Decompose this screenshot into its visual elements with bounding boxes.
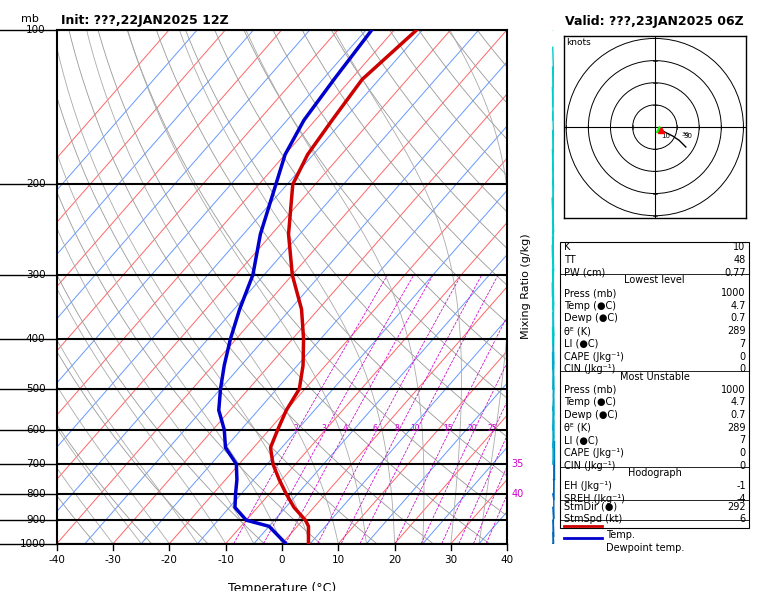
- Text: Press (mb): Press (mb): [564, 288, 616, 298]
- Text: 20: 20: [388, 555, 401, 565]
- Text: 20: 20: [468, 424, 478, 433]
- Text: Hodograph: Hodograph: [628, 469, 682, 479]
- Text: 48: 48: [734, 255, 746, 265]
- Text: Temp.: Temp.: [606, 530, 634, 540]
- Text: 4.7: 4.7: [731, 301, 746, 311]
- Text: 292: 292: [727, 502, 746, 512]
- Text: SREH (Jkg⁻¹): SREH (Jkg⁻¹): [564, 494, 625, 504]
- Text: 289: 289: [727, 423, 746, 433]
- Text: 7: 7: [740, 339, 746, 349]
- Text: 400: 400: [26, 334, 45, 344]
- Text: 6: 6: [740, 514, 746, 524]
- Text: -4: -4: [736, 494, 746, 504]
- Text: 2: 2: [293, 424, 298, 433]
- Text: 10: 10: [332, 555, 345, 565]
- Text: 600: 600: [26, 425, 45, 434]
- Text: Lowest level: Lowest level: [625, 275, 685, 285]
- Text: 30: 30: [684, 132, 693, 139]
- Text: TT: TT: [564, 255, 575, 265]
- Text: 0.7: 0.7: [731, 410, 746, 420]
- Text: 1000: 1000: [721, 288, 746, 298]
- Text: Mixing Ratio (g/kg): Mixing Ratio (g/kg): [521, 234, 531, 339]
- Text: 1000: 1000: [20, 539, 45, 548]
- Text: 0: 0: [740, 352, 746, 362]
- Text: K: K: [564, 242, 570, 252]
- Text: Dewpoint temp.: Dewpoint temp.: [606, 543, 684, 553]
- Text: PW (cm): PW (cm): [564, 268, 605, 278]
- Text: 100: 100: [26, 25, 45, 34]
- Text: -30: -30: [104, 555, 122, 565]
- Text: CIN (Jkg⁻¹): CIN (Jkg⁻¹): [564, 364, 615, 374]
- Text: 15: 15: [444, 424, 453, 433]
- Text: StmSpd (kt): StmSpd (kt): [564, 514, 622, 524]
- Text: CAPE (Jkg⁻¹): CAPE (Jkg⁻¹): [564, 352, 624, 362]
- Text: θᴱ (K): θᴱ (K): [564, 326, 591, 336]
- Text: -40: -40: [48, 555, 65, 565]
- Text: 40: 40: [500, 555, 514, 565]
- Text: 0: 0: [740, 461, 746, 471]
- Text: Init: ???,22JAN2025 12Z: Init: ???,22JAN2025 12Z: [61, 14, 229, 27]
- Text: 200: 200: [26, 179, 45, 189]
- Text: 0: 0: [740, 448, 746, 458]
- Text: StmDir (●): StmDir (●): [564, 502, 617, 512]
- Text: knots: knots: [566, 38, 591, 47]
- Text: 10: 10: [662, 132, 671, 139]
- Text: mb: mb: [20, 14, 39, 24]
- Text: Most Unstable: Most Unstable: [620, 372, 690, 382]
- Text: 500: 500: [26, 384, 45, 394]
- Text: -10: -10: [217, 555, 234, 565]
- Text: 700: 700: [26, 459, 45, 469]
- Text: Temp (●C): Temp (●C): [564, 397, 616, 407]
- Text: CIN (Jkg⁻¹): CIN (Jkg⁻¹): [564, 461, 615, 471]
- Text: 800: 800: [26, 489, 45, 499]
- Text: 8: 8: [395, 424, 400, 433]
- Text: Temp (●C): Temp (●C): [564, 301, 616, 311]
- Text: 4.7: 4.7: [731, 397, 746, 407]
- Text: 900: 900: [26, 515, 45, 525]
- Text: 30: 30: [682, 132, 690, 137]
- Text: 0: 0: [740, 364, 746, 374]
- Text: 10: 10: [734, 242, 746, 252]
- Text: 30: 30: [444, 555, 457, 565]
- Text: θᴱ (K): θᴱ (K): [564, 423, 591, 433]
- Text: 1000: 1000: [721, 385, 746, 395]
- Text: EH (Jkg⁻¹): EH (Jkg⁻¹): [564, 481, 612, 491]
- Text: 300: 300: [26, 270, 45, 280]
- Text: Dewp (●C): Dewp (●C): [564, 410, 618, 420]
- Text: 4: 4: [342, 424, 347, 433]
- Text: Press (mb): Press (mb): [564, 385, 616, 395]
- Text: 3: 3: [322, 424, 326, 433]
- Text: -1: -1: [736, 481, 746, 491]
- Text: 10: 10: [410, 424, 420, 433]
- Text: 40: 40: [512, 489, 524, 499]
- Text: Valid: ???,23JAN2025 06Z: Valid: ???,23JAN2025 06Z: [565, 15, 744, 28]
- Text: 0.7: 0.7: [731, 313, 746, 323]
- Text: LI (●C): LI (●C): [564, 436, 598, 446]
- Text: 25: 25: [488, 424, 497, 433]
- Text: 0.77: 0.77: [724, 268, 746, 278]
- Text: CAPE (Jkg⁻¹): CAPE (Jkg⁻¹): [564, 448, 624, 458]
- Text: 0: 0: [279, 555, 285, 565]
- Text: 35: 35: [512, 459, 524, 469]
- Text: 289: 289: [727, 326, 746, 336]
- Text: 6: 6: [372, 424, 378, 433]
- Text: 7: 7: [740, 436, 746, 446]
- Text: Dewp (●C): Dewp (●C): [564, 313, 618, 323]
- Text: LI (●C): LI (●C): [564, 339, 598, 349]
- Text: Temperature (°C): Temperature (°C): [228, 582, 336, 591]
- Text: -20: -20: [161, 555, 178, 565]
